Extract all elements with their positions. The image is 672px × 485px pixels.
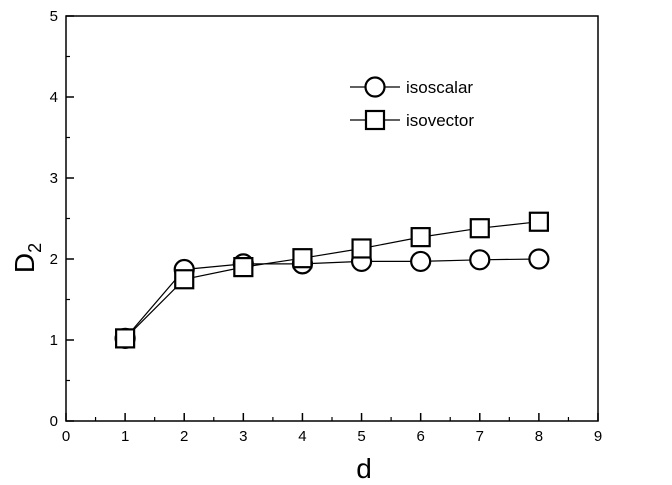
y-tick-label: 2	[50, 251, 58, 268]
series-layer	[114, 211, 550, 349]
isoscalar-point	[410, 250, 432, 273]
isovector-point	[410, 227, 431, 248]
y-axis-label-main: D	[9, 253, 40, 273]
legend-item-isovector: isovector	[350, 109, 474, 131]
isovector-point	[351, 238, 372, 259]
y-tick-label: 3	[50, 170, 58, 187]
isovector-point	[469, 218, 490, 239]
isovector-point	[115, 328, 136, 349]
legend-label: isoscalar	[406, 78, 473, 97]
y-tick-label: 5	[50, 8, 58, 25]
legend-label: isovector	[406, 111, 474, 130]
legend-marker-isovector	[364, 109, 386, 131]
legend-marker-isoscalar	[364, 76, 386, 98]
x-tick-label: 7	[476, 428, 484, 445]
legend: isoscalar isovector	[350, 76, 474, 131]
x-tick-label: 8	[535, 428, 543, 445]
x-tick-label: 0	[62, 428, 70, 445]
x-tick-label: 1	[121, 428, 129, 445]
x-tick-label: 3	[239, 428, 247, 445]
isovector-point	[174, 269, 195, 290]
isovector-point	[292, 248, 313, 269]
x-axis-label: d	[356, 453, 372, 484]
plot-frame	[65, 15, 599, 422]
y-tick-label: 0	[50, 413, 58, 430]
isovector-point	[233, 257, 254, 278]
legend-item-isoscalar: isoscalar	[350, 76, 473, 98]
y-axis-label-subscript: 2	[25, 243, 45, 253]
y-axis-label: D2	[9, 243, 45, 273]
y-tick-label: 1	[50, 332, 58, 349]
x-tick-label: 6	[416, 428, 424, 445]
isovector-point	[528, 211, 549, 232]
x-tick-label: 4	[298, 428, 306, 445]
isoscalar-point	[469, 249, 491, 271]
isoscalar-point	[528, 248, 550, 270]
series-isovector	[115, 211, 549, 349]
x-tick-label: 2	[180, 428, 188, 445]
x-tick-label: 9	[594, 428, 602, 445]
y-tick-label: 4	[50, 89, 58, 106]
axes: 0 1 2 3 4 5 6 7 8 9 0 1 2 3 4 5	[50, 8, 603, 445]
x-tick-label: 5	[357, 428, 365, 445]
series-isoscalar	[114, 248, 550, 349]
